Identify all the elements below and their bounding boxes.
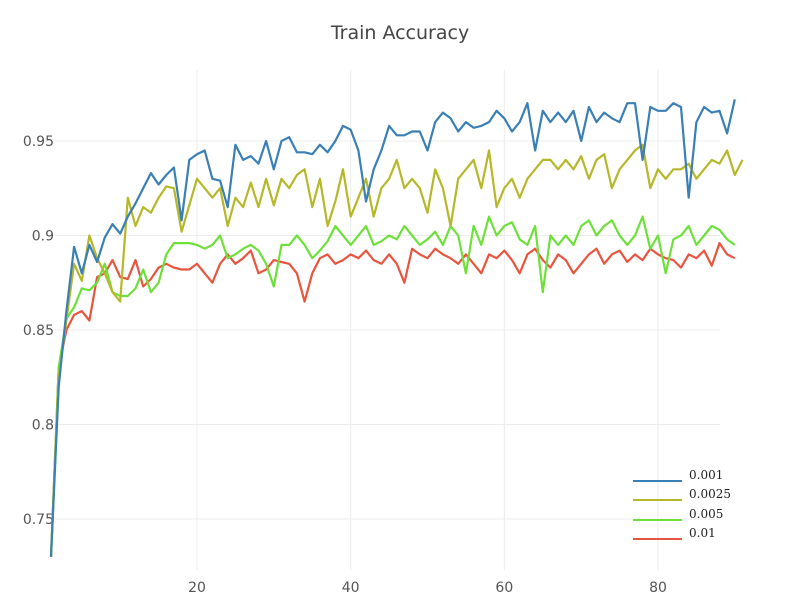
legend-label: 0.01 bbox=[689, 526, 716, 540]
y-tick-label: 0.9 bbox=[32, 229, 54, 245]
x-axis-ticks: 20 40 60 80 bbox=[188, 580, 667, 596]
y-tick-label: 0.8 bbox=[32, 418, 54, 434]
y-axis-ticks: 0.75 0.8 0.85 0.9 0.95 bbox=[23, 134, 54, 528]
y-tick-label: 0.75 bbox=[23, 512, 54, 528]
series-line-0.001 bbox=[49, 99, 736, 557]
grid-lines bbox=[52, 70, 720, 570]
legend-label: 0.001 bbox=[689, 468, 723, 482]
y-tick-label: 0.95 bbox=[23, 134, 54, 150]
x-tick-label: 60 bbox=[495, 580, 513, 596]
y-tick-label: 0.85 bbox=[23, 323, 54, 339]
series-line-0.01 bbox=[49, 242, 736, 557]
legend-label: 0.0025 bbox=[689, 487, 731, 501]
series-lines bbox=[49, 99, 744, 557]
legend-label: 0.005 bbox=[689, 507, 723, 521]
legend: 0.001 0.0025 0.005 0.01 bbox=[633, 468, 731, 540]
series-line-0.0025 bbox=[49, 143, 744, 557]
x-tick-label: 80 bbox=[649, 580, 667, 596]
series-line-0.005 bbox=[49, 215, 736, 557]
x-tick-label: 20 bbox=[188, 580, 206, 596]
chart-title: Train Accuracy bbox=[330, 22, 470, 44]
x-tick-label: 40 bbox=[342, 580, 360, 596]
